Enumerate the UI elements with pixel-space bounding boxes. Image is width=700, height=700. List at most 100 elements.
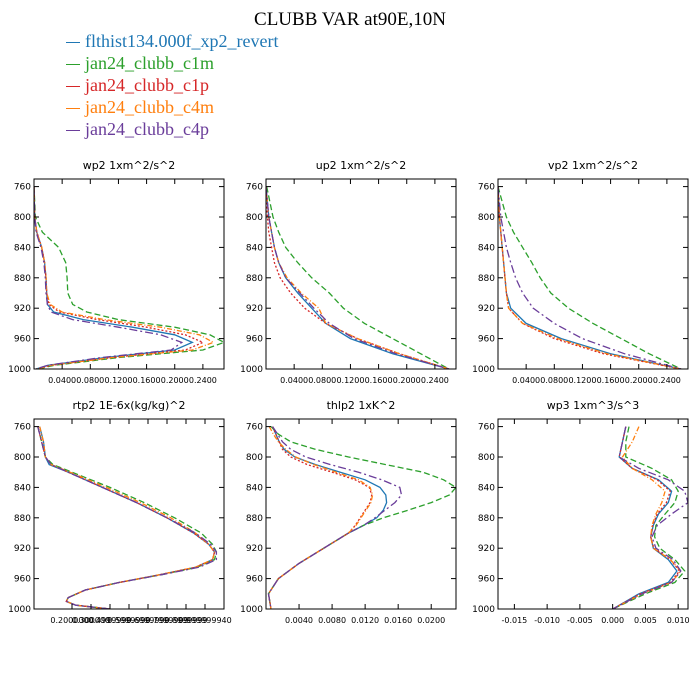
x-tick-label: 0.000 [601, 616, 624, 625]
y-tick-label: 960 [246, 575, 263, 585]
y-tick-label: 1000 [240, 365, 263, 375]
y-tick-label: 800 [14, 453, 31, 463]
x-tick-label: 0.2000 [393, 376, 421, 385]
x-tick-label: 0.0200 [417, 616, 445, 625]
y-tick-label: 840 [14, 243, 31, 253]
series-line [612, 426, 688, 609]
x-tick-label: 0.1600 [133, 376, 161, 385]
y-tick-label: 760 [478, 183, 495, 193]
series-line [34, 186, 215, 369]
series-line [612, 426, 682, 609]
series-line [612, 426, 686, 609]
chart-title: vp2 1xm^2/s^2 [548, 159, 638, 172]
x-tick-label: 0.2000 [625, 376, 653, 385]
y-tick-label: 960 [478, 575, 495, 585]
chart-title: rtp2 1E-6x(kg/kg)^2 [73, 399, 186, 412]
series-line [612, 426, 681, 609]
y-tick-label: 760 [14, 183, 31, 193]
x-tick-label: 0.010 [667, 616, 690, 625]
legend: flthist134.000f_xp2_revert jan24_clubb_c… [66, 30, 278, 140]
chart-frame [497, 178, 689, 370]
x-tick-label: 0.1200 [568, 376, 596, 385]
y-tick-label: 880 [246, 514, 263, 524]
series-line [34, 186, 205, 369]
x-tick-label: 0.8999999 [164, 616, 207, 625]
chart-panel: wp3 1xm^3/s^3 760 800 840 880 920 960 1000 -0.01… [472, 399, 690, 625]
x-tick-label: 0.5999999 [107, 616, 150, 625]
x-tick-label: 0.0800 [76, 376, 104, 385]
page-title: CLUBB VAR at90E,10N [254, 9, 446, 30]
x-tick-label: -0.010 [534, 616, 560, 625]
y-tick-label: 920 [246, 304, 263, 314]
legend-line-icon [66, 130, 80, 132]
x-tick-label: 0.0080 [318, 616, 346, 625]
legend-line-icon [66, 64, 80, 66]
legend-label: jan24_clubb_c1m [85, 53, 214, 73]
series-line [498, 186, 682, 369]
y-tick-label: 760 [246, 183, 263, 193]
y-tick-label: 1000 [8, 365, 31, 375]
x-tick-label: 0.2000 [161, 376, 189, 385]
legend-line-icon [66, 108, 80, 110]
legend-item: jan24_clubb_c1m [66, 52, 278, 74]
legend-line-icon [66, 42, 80, 44]
y-tick-label: 920 [14, 544, 31, 554]
y-tick-label: 880 [478, 514, 495, 524]
chart-panel: vp2 1xm^2/s^2 760 800 840 880 920 960 1000 0.040… [472, 159, 689, 385]
y-tick-label: 800 [246, 453, 263, 463]
y-tick-label: 960 [14, 335, 31, 345]
series-line [34, 186, 224, 369]
y-tick-label: 920 [478, 544, 495, 554]
chart-panel: wp2 1xm^2/s^2 760 800 840 880 920 960 1000 0.040… [8, 159, 225, 385]
chart-panel: rtp2 1E-6x(kg/kg)^2 760 800 840 880 920 960 100… [8, 399, 232, 625]
y-tick-label: 840 [246, 483, 263, 493]
legend-label: jan24_clubb_c4m [85, 97, 214, 117]
y-tick-label: 840 [246, 243, 263, 253]
chart-panel: up2 1xm^2/s^2 760 800 840 880 920 960 1000 0.040… [240, 159, 457, 385]
x-tick-label: 0.7999999 [145, 616, 188, 625]
y-tick-label: 800 [478, 213, 495, 223]
legend-label: jan24_clubb_c1p [85, 75, 209, 95]
x-tick-label: 0.6999999 [126, 616, 169, 625]
y-tick-label: 1000 [472, 365, 495, 375]
x-tick-label: 0.1200 [104, 376, 132, 385]
chart-title: wp3 1xm^3/s^3 [547, 399, 640, 412]
y-tick-label: 880 [14, 514, 31, 524]
x-tick-label: 0.0160 [384, 616, 412, 625]
series-line [267, 426, 403, 609]
x-tick-label: 0.1600 [597, 376, 625, 385]
x-tick-label: 0.0040 [285, 616, 313, 625]
y-tick-label: 920 [14, 304, 31, 314]
x-tick-label: 0.300000 [72, 616, 110, 625]
y-tick-label: 760 [14, 423, 31, 433]
y-tick-label: 960 [246, 335, 263, 345]
legend-item: flthist134.000f_xp2_revert [66, 30, 278, 52]
x-tick-label: 0.2000000 [50, 616, 93, 625]
x-tick-label: 0.0400 [280, 376, 308, 385]
legend-label: flthist134.000f_xp2_revert [85, 31, 279, 51]
y-tick-label: 1000 [8, 605, 31, 615]
legend-item: jan24_clubb_c1p [66, 74, 278, 96]
y-tick-label: 920 [246, 544, 263, 554]
chart-frame [265, 178, 457, 370]
y-tick-label: 880 [246, 274, 263, 284]
y-tick-label: 1000 [240, 605, 263, 615]
x-tick-label: 0.0400 [512, 376, 540, 385]
legend-item: jan24_clubb_c4p [66, 118, 278, 140]
chart-title: up2 1xm^2/s^2 [316, 159, 407, 172]
chart-frame [33, 178, 225, 370]
series-line [37, 426, 218, 609]
y-tick-label: 840 [478, 483, 495, 493]
series-line [266, 186, 450, 369]
series-line [266, 186, 450, 369]
series-line [37, 426, 218, 609]
chart-title: wp2 1xm^2/s^2 [83, 159, 176, 172]
x-tick-label: 0.2400 [421, 376, 449, 385]
y-tick-label: 760 [246, 423, 263, 433]
y-tick-label: 800 [14, 213, 31, 223]
series-line [34, 186, 184, 369]
x-tick-label: 0.0800 [308, 376, 336, 385]
y-tick-label: 840 [478, 243, 495, 253]
x-tick-label: 0.1200 [336, 376, 364, 385]
